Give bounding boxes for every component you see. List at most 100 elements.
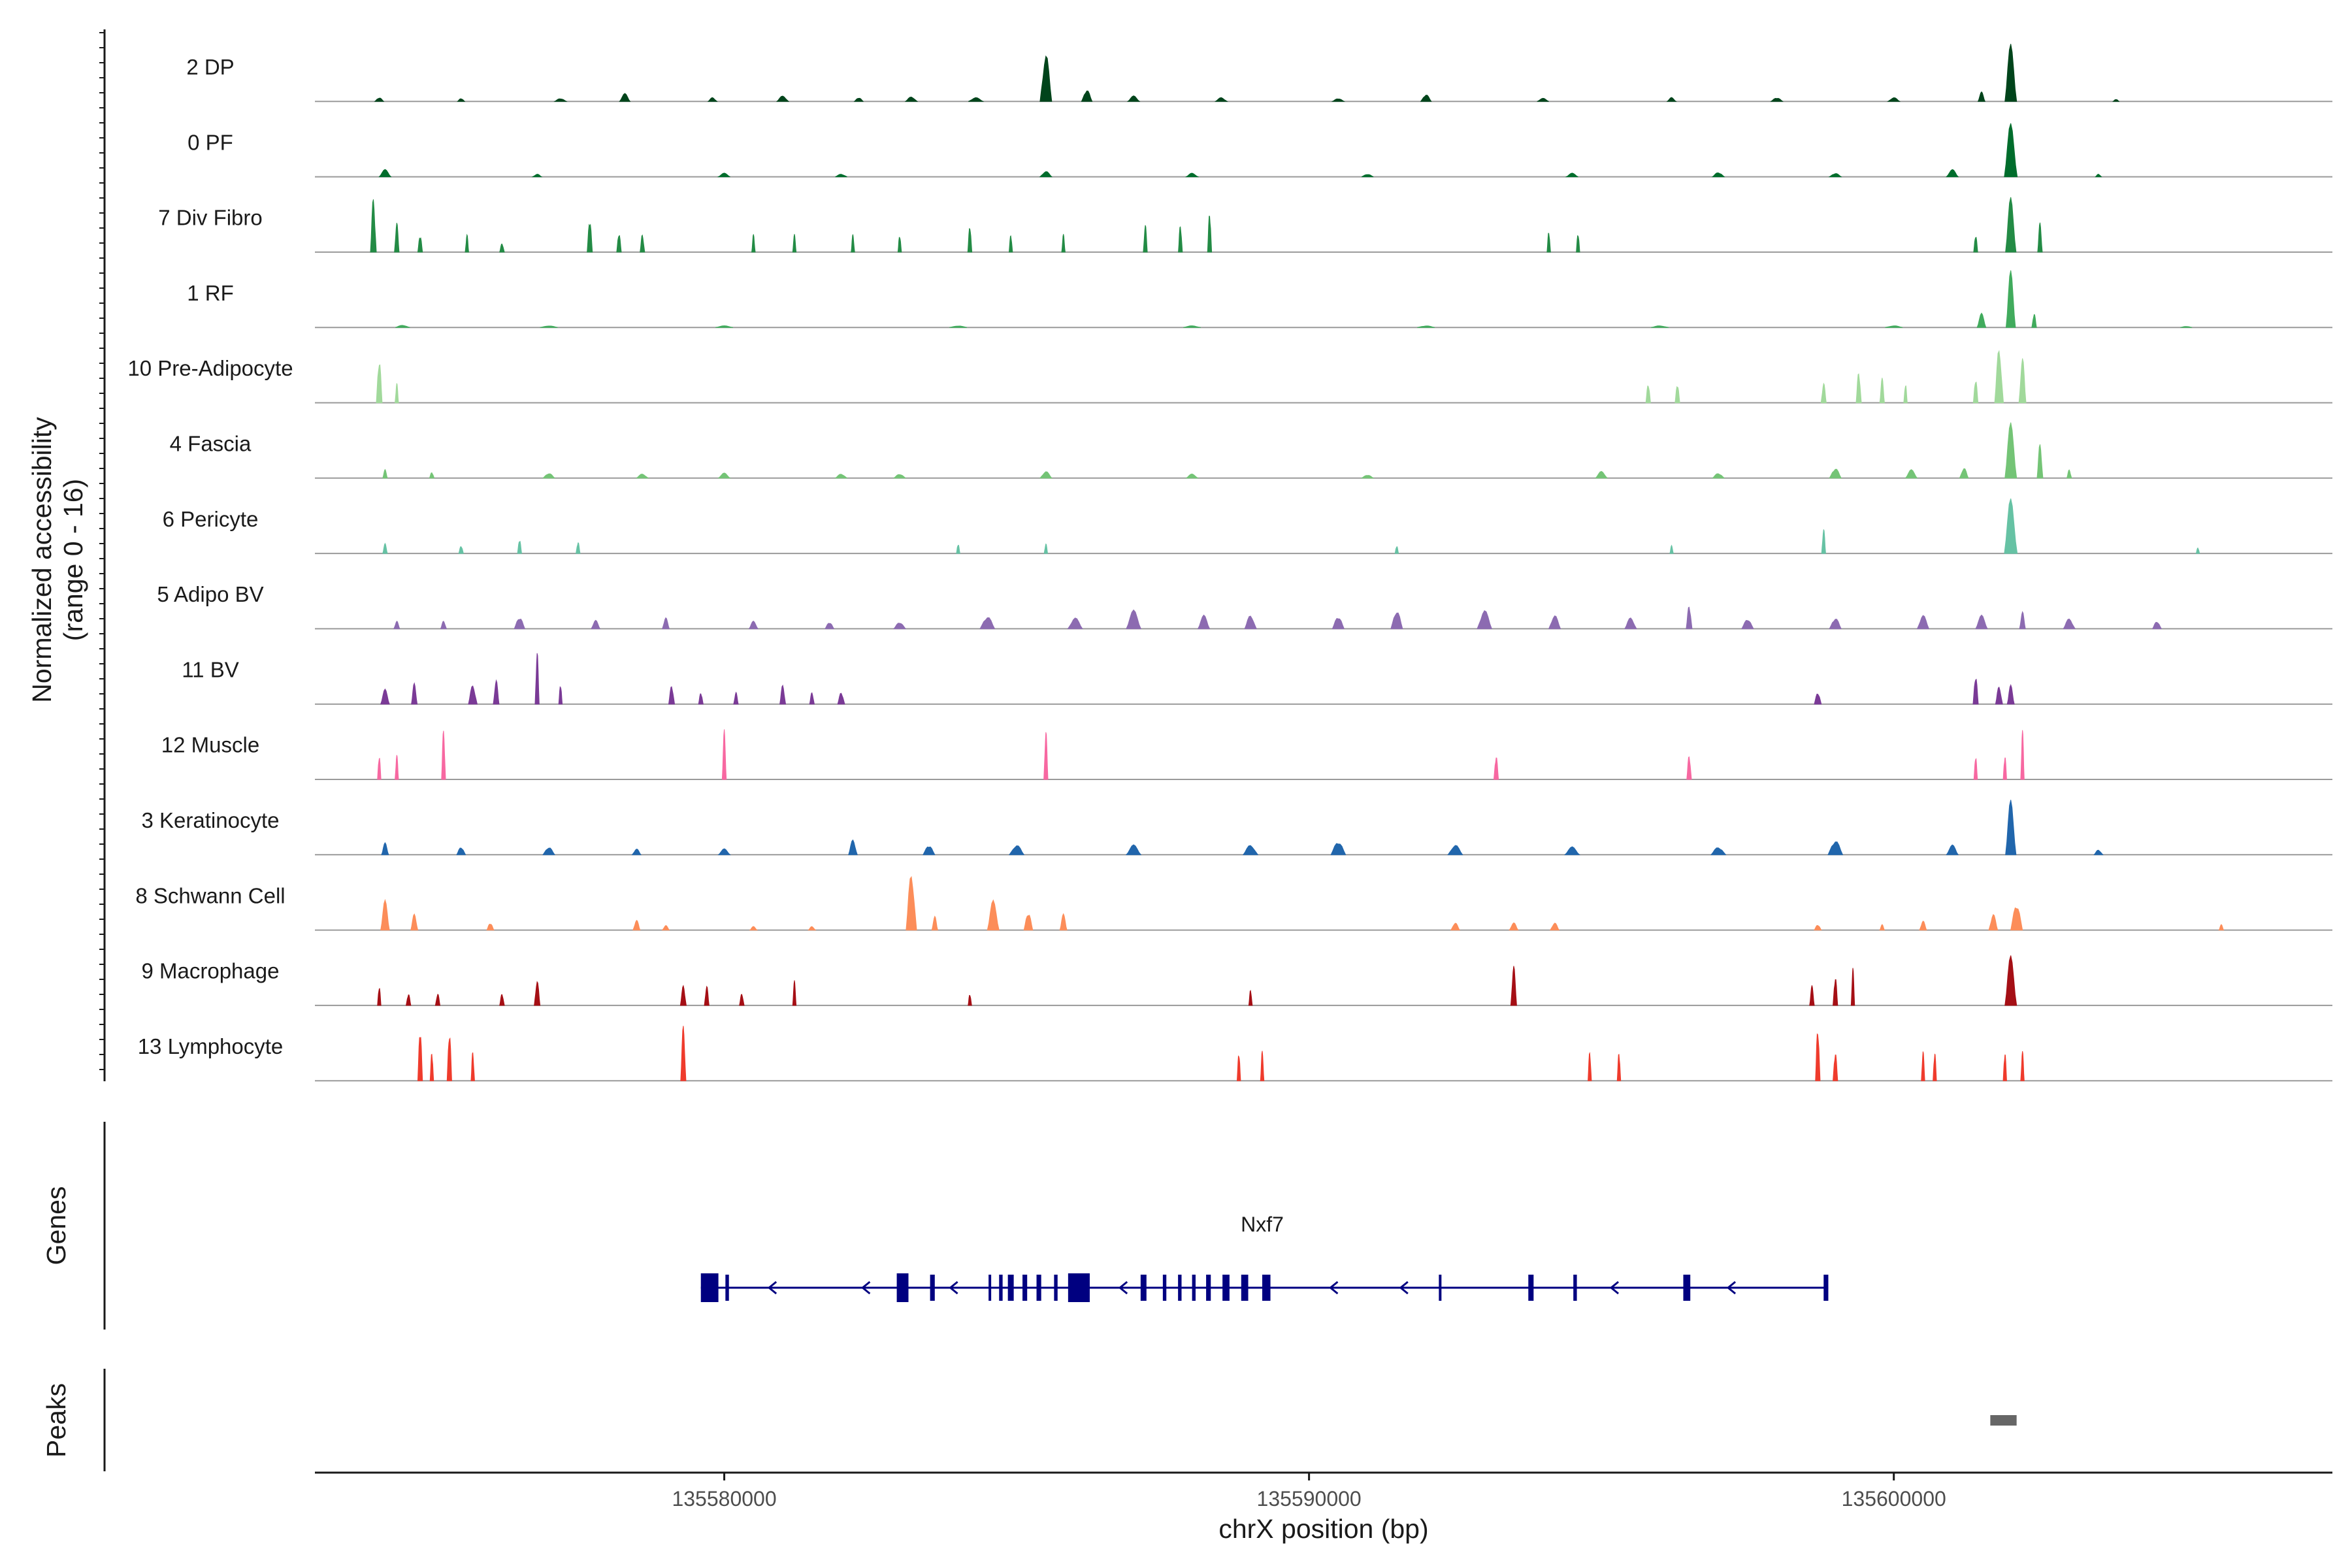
accessibility-peak: [410, 913, 419, 931]
accessibility-peak: [2002, 757, 2007, 780]
gene-name-label: Nxf7: [1241, 1213, 1284, 1236]
accessibility-peak: [1023, 915, 1034, 931]
accessibility-peak: [1827, 841, 1844, 855]
accessibility-peak: [1390, 612, 1403, 629]
accessibility-peak: [553, 98, 568, 102]
accessibility-peak: [1959, 468, 1969, 479]
accessibility-peak: [1975, 614, 1988, 629]
accessibility-peak: [2002, 1054, 2007, 1081]
track-label: 10 Pre-Adipocyte: [127, 356, 293, 380]
accessibility-peak: [1039, 471, 1053, 479]
track: 8 Schwann Cell: [135, 875, 2332, 931]
accessibility-peak: [1879, 378, 1885, 403]
accessibility-peak: [2112, 99, 2120, 102]
track-label: 5 Adipo BV: [157, 582, 263, 606]
accessibility-peak: [892, 474, 907, 479]
accessibility-peak: [1669, 544, 1674, 554]
accessibility-peak: [987, 899, 1000, 931]
track-label: 7 Div Fibro: [158, 206, 263, 230]
gene-exon: [1241, 1275, 1249, 1301]
accessibility-peak: [1565, 172, 1578, 178]
accessibility-peak: [1067, 617, 1083, 629]
accessibility-peak: [1361, 174, 1374, 178]
accessibility-peak: [1995, 686, 2003, 705]
accessibility-peak: [1197, 614, 1211, 629]
x-tick-label: 135580000: [672, 1487, 776, 1511]
gene-exon: [1439, 1275, 1442, 1301]
strand-arrow: [1118, 1281, 1128, 1295]
accessibility-peak: [1588, 1052, 1592, 1081]
accessibility-peak: [1686, 756, 1692, 780]
gene-exon: [999, 1275, 1003, 1301]
accessibility-peak: [1061, 234, 1066, 253]
gene-exon: [700, 1273, 719, 1302]
strand-arrow: [949, 1281, 958, 1295]
gene-exon: [1222, 1275, 1230, 1301]
gene-exon: [1068, 1273, 1090, 1302]
track: 5 Adipo BV: [157, 582, 2332, 630]
accessibility-peak: [1887, 97, 1901, 102]
accessibility-peak: [2093, 849, 2104, 855]
accessibility-peak: [1711, 172, 1725, 178]
accessibility-peak: [715, 325, 734, 328]
accessibility-peak: [394, 223, 400, 253]
accessibility-peak: [968, 97, 985, 102]
accessibility-peak: [1242, 845, 1259, 855]
accessibility-peak: [2036, 444, 2044, 479]
accessibility-peak: [558, 686, 563, 705]
track: 6 Pericyte: [163, 498, 2332, 555]
gene-exon: [1140, 1275, 1147, 1301]
accessibility-peak: [751, 234, 756, 253]
accessibility-peak: [748, 621, 759, 629]
accessibility-peak: [370, 199, 377, 253]
accessibility-peak: [1645, 385, 1651, 403]
accessibility-peak: [434, 994, 441, 1006]
accessibility-peak: [834, 474, 848, 479]
accessibility-peak: [635, 474, 649, 479]
accessibility-peak: [776, 95, 790, 102]
accessibility-peak: [441, 730, 446, 780]
accessibility-peak: [1477, 610, 1493, 629]
accessibility-peak: [906, 875, 917, 931]
gene-exon: [1823, 1275, 1829, 1301]
accessibility-peak: [1821, 529, 1826, 554]
accessibility-peak: [1417, 325, 1435, 328]
accessibility-peak: [1576, 235, 1580, 253]
accessibility-peak: [378, 169, 392, 178]
accessibility-peak: [429, 472, 435, 479]
accessibility-peak: [616, 235, 622, 253]
gene-exon: [725, 1275, 729, 1301]
accessibility-peak: [1921, 1051, 1925, 1081]
accessibility-peak: [2010, 907, 2023, 931]
accessibility-peak: [739, 994, 745, 1006]
accessibility-peak: [2018, 358, 2027, 403]
accessibility-peak: [1236, 1055, 1241, 1081]
accessibility-peak: [1244, 615, 1257, 629]
genes-panel-title: Genes: [41, 1186, 71, 1266]
accessibility-peak: [1126, 95, 1141, 102]
gene-exon: [1178, 1275, 1182, 1301]
accessibility-peak: [1814, 924, 1822, 931]
accessibility-peak: [2005, 197, 2017, 253]
accessibility-peak: [2004, 498, 2018, 554]
y-axis-title: Normalized accessibility: [27, 417, 57, 703]
accessibility-peak: [619, 93, 631, 102]
track: 4 Fascia: [170, 422, 2332, 479]
accessibility-peak: [1331, 618, 1345, 629]
gene-exon: [1192, 1275, 1196, 1301]
x-tick-label: 135600000: [1842, 1487, 1946, 1511]
accessibility-peak: [540, 325, 558, 328]
accessibility-peak: [956, 544, 960, 554]
strand-arrow: [1329, 1281, 1339, 1295]
accessibility-peak: [576, 542, 581, 554]
accessibility-peak: [1850, 968, 1855, 1006]
accessibility-peak: [470, 1052, 475, 1081]
accessibility-peak: [395, 755, 399, 780]
accessibility-peak: [733, 691, 739, 705]
peak-track: [1990, 1415, 2017, 1426]
accessibility-peak: [587, 223, 593, 253]
accessibility-peak: [717, 472, 731, 479]
accessibility-y-ticks: [99, 32, 105, 1070]
accessibility-peak: [2152, 621, 2163, 629]
accessibility-peak: [2195, 547, 2200, 554]
